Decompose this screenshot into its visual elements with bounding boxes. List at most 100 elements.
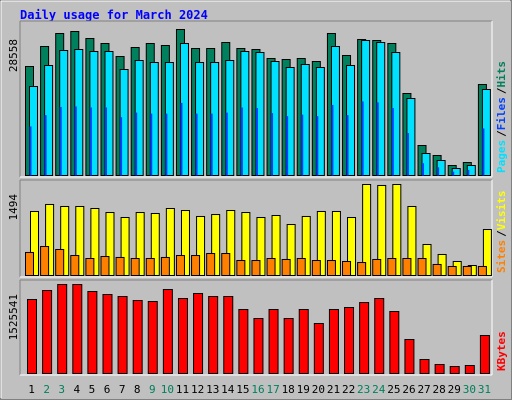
bar	[27, 298, 37, 375]
bar	[240, 107, 243, 176]
bar	[29, 126, 32, 176]
bar	[376, 102, 379, 176]
bar	[449, 366, 460, 375]
bar	[196, 215, 206, 276]
x-tick-label: 28	[433, 383, 446, 396]
bar	[361, 101, 364, 176]
x-tick-label: 29	[448, 383, 461, 396]
bar	[372, 258, 382, 277]
x-tick-label: 24	[372, 383, 386, 396]
x-tick-label: 14	[221, 383, 235, 396]
bar	[417, 258, 427, 276]
x-tick-label: 20	[312, 383, 325, 396]
x-tick-label: 31	[478, 383, 491, 396]
bar	[130, 258, 140, 276]
bar	[42, 290, 53, 374]
bar	[357, 262, 367, 276]
chart-title: Daily usage for March 2024	[20, 8, 208, 22]
bar	[286, 116, 289, 176]
legend-entry: KBytes	[495, 331, 508, 371]
bar	[165, 207, 175, 276]
legend-separator: /	[495, 230, 508, 237]
bar	[479, 335, 490, 374]
x-tick-label: 15	[236, 383, 249, 396]
x-tick-label: 11	[176, 383, 189, 396]
bar	[256, 217, 266, 276]
bar	[298, 309, 309, 374]
bar	[255, 108, 258, 176]
bar	[283, 318, 294, 374]
bar	[45, 203, 55, 276]
bar	[437, 167, 440, 176]
bar	[223, 295, 234, 374]
x-tick-label: 17	[266, 383, 279, 396]
bar	[165, 113, 168, 176]
bar	[296, 258, 306, 276]
bar	[387, 258, 397, 276]
bar	[391, 108, 394, 176]
bar	[419, 359, 430, 375]
bar	[482, 128, 485, 176]
bar	[342, 260, 352, 277]
bar	[392, 184, 402, 276]
legend-entry: Pages	[495, 140, 508, 173]
bar	[362, 184, 372, 276]
bar	[208, 295, 219, 374]
bar	[120, 117, 123, 176]
x-tick-label: 1	[28, 383, 35, 396]
x-tick-label: 10	[161, 383, 174, 396]
legend-separator: /	[495, 130, 508, 137]
bar	[482, 229, 492, 276]
bar	[150, 113, 153, 176]
bar	[89, 107, 92, 176]
bar	[221, 253, 231, 277]
bar	[346, 115, 349, 176]
bar	[236, 260, 246, 276]
y-tick-label: 1525541	[7, 294, 20, 340]
bar	[226, 210, 236, 276]
legend-entry: Visits	[495, 191, 508, 231]
bar	[210, 113, 213, 176]
y-tick-label: 1494	[7, 194, 20, 221]
bar	[241, 212, 251, 276]
bar	[447, 265, 457, 276]
bar	[115, 256, 125, 277]
bar	[311, 260, 321, 276]
x-tick-label: 26	[402, 383, 415, 396]
bar	[102, 294, 113, 375]
bar	[286, 224, 296, 276]
x-tick-label: 18	[282, 383, 295, 396]
x-tick-label: 7	[119, 383, 126, 396]
bar	[25, 251, 34, 277]
bar	[452, 171, 455, 176]
bar	[85, 258, 95, 276]
bar	[74, 106, 77, 176]
x-tick-label: 6	[104, 383, 111, 396]
bar	[374, 297, 385, 375]
bar	[55, 248, 65, 277]
x-tick-label: 16	[251, 383, 264, 396]
x-tick-label: 4	[74, 383, 81, 396]
bar	[344, 307, 355, 374]
bar	[347, 217, 357, 276]
bar	[177, 297, 188, 375]
bar	[75, 205, 85, 276]
legend-entry: Hits	[495, 61, 508, 88]
bar	[44, 115, 47, 176]
bar	[406, 133, 409, 176]
bar	[271, 113, 274, 176]
bar	[150, 212, 160, 276]
bar	[100, 255, 110, 276]
bar	[377, 184, 387, 276]
bar	[268, 309, 279, 374]
bar	[30, 210, 39, 276]
legend: Sites /Visits	[495, 191, 508, 274]
bar	[193, 293, 204, 375]
x-tick-label: 9	[149, 383, 156, 396]
bar	[407, 205, 417, 276]
x-tick-label: 12	[191, 383, 204, 396]
bar	[281, 258, 291, 277]
bar	[90, 207, 100, 276]
bar	[206, 253, 216, 277]
